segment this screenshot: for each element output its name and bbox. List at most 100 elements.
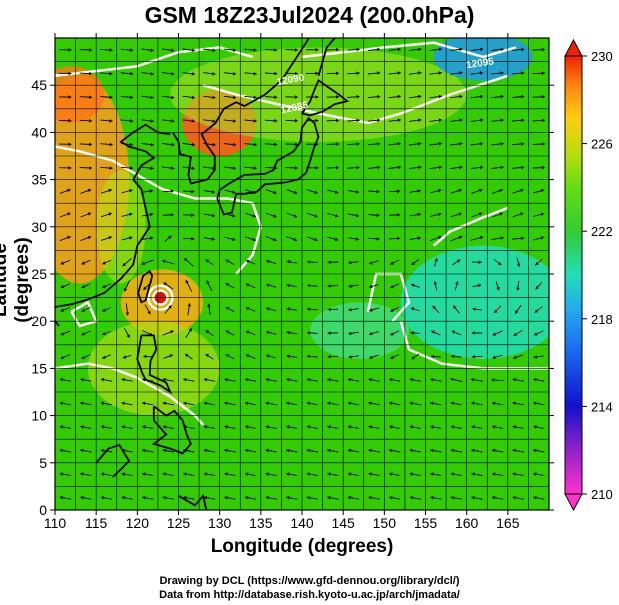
wind-arrow	[388, 47, 401, 52]
wind-arrow	[183, 495, 195, 500]
wind-arrow	[326, 142, 340, 146]
wind-arrow	[347, 472, 360, 477]
wind-arrow	[203, 425, 215, 429]
wind-arrow	[286, 283, 297, 288]
wind-arrow	[203, 190, 215, 194]
wind-arrow	[60, 307, 71, 312]
wind-arrow	[245, 283, 256, 289]
wind-arrow	[286, 401, 298, 406]
wind-arrow	[203, 48, 216, 52]
wind-arrow	[389, 495, 401, 500]
wind-arrow	[533, 189, 545, 194]
y-tick-label: 5	[39, 455, 47, 471]
wind-arrow	[493, 305, 502, 314]
colorbar: 210 214 218 222 226 230	[564, 38, 613, 512]
colorbar-tick-label: 210	[591, 487, 613, 502]
wind-arrow	[121, 189, 133, 194]
wind-arrow	[348, 331, 359, 336]
wind-arrow	[121, 472, 133, 477]
wind-arrow	[409, 495, 421, 500]
wind-arrow	[183, 377, 195, 382]
wind-arrow	[306, 260, 318, 264]
y-axis-label: Latitude (degrees)	[0, 237, 33, 323]
wind-arrow	[429, 71, 443, 75]
x-tick-label: 130	[208, 515, 232, 531]
wind-arrow	[408, 142, 422, 146]
wind-arrow	[203, 72, 216, 76]
wind-arrow	[183, 213, 195, 217]
wind-arrow	[430, 401, 442, 406]
wind-arrow	[450, 118, 463, 122]
wind-arrow	[450, 165, 463, 170]
wind-arrow	[286, 472, 298, 477]
wind-arrow	[369, 331, 379, 336]
wind-arrow	[161, 166, 175, 170]
contour-label: 12095	[466, 56, 496, 71]
wind-arrow	[203, 448, 215, 453]
wind-arrow	[162, 401, 174, 406]
wind-arrow	[368, 237, 380, 241]
wind-arrow	[306, 166, 319, 170]
wind-arrow	[244, 472, 257, 477]
wind-arrow	[347, 189, 360, 194]
wind-arrow	[409, 472, 421, 477]
coastline-segment	[216, 116, 320, 216]
x-tick-label: 140	[290, 515, 314, 531]
wind-arrow	[265, 212, 277, 218]
wind-arrow	[264, 71, 278, 76]
wind-arrow	[120, 142, 134, 147]
wind-arrow	[451, 354, 462, 359]
wind-arrow	[450, 448, 462, 453]
wind-arrow	[470, 71, 484, 75]
wind-arrow	[224, 236, 236, 241]
wind-arrow	[348, 355, 359, 359]
wind-arrow	[224, 472, 236, 477]
wind-arrow	[59, 166, 72, 170]
wind-arrow	[121, 425, 133, 429]
wind-arrow	[223, 48, 237, 52]
wind-arrow	[306, 495, 318, 500]
wind-arrow	[203, 472, 215, 477]
wind-arrow	[265, 236, 277, 242]
wind-arrow	[348, 284, 359, 288]
wind-arrow	[244, 236, 257, 242]
wind-arrow	[203, 237, 215, 241]
wind-arrow	[450, 212, 462, 218]
wind-arrow	[244, 448, 257, 453]
wind-arrow	[347, 165, 360, 170]
wind-arrow	[59, 142, 72, 147]
wind-arrow	[452, 305, 460, 314]
wind-arrow	[390, 259, 400, 265]
wind-arrow	[285, 118, 298, 123]
wind-arrow	[286, 425, 298, 429]
wind-arrow	[327, 472, 339, 477]
wind-arrow	[532, 118, 545, 123]
wind-arrow	[430, 448, 442, 453]
wind-arrow	[409, 236, 421, 240]
wind-arrow	[471, 212, 483, 218]
y-tick-label: 25	[31, 266, 47, 282]
wind-arrow	[162, 189, 174, 193]
wind-arrow	[223, 119, 237, 123]
wind-arrow	[141, 95, 154, 100]
wind-vectors	[59, 47, 545, 500]
wind-arrow	[141, 166, 154, 170]
wind-arrow	[203, 95, 216, 100]
wind-arrow	[367, 94, 381, 99]
wind-arrow	[80, 425, 92, 429]
wind-arrow	[512, 401, 524, 406]
wind-arrow	[347, 377, 360, 382]
wind-arrow	[348, 308, 359, 312]
wind-arrow	[102, 354, 111, 359]
colorbar-tick-label: 218	[591, 312, 613, 327]
wind-arrow	[430, 189, 442, 194]
wind-arrow	[142, 377, 154, 382]
wind-arrow	[327, 189, 339, 194]
wind-arrow	[429, 118, 443, 122]
wind-arrow	[306, 212, 318, 218]
wind-arrow	[368, 401, 380, 406]
wind-arrow	[79, 95, 93, 99]
wind-arrow	[203, 166, 216, 170]
wind-arrow	[244, 495, 257, 500]
wind-arrow	[122, 257, 132, 267]
